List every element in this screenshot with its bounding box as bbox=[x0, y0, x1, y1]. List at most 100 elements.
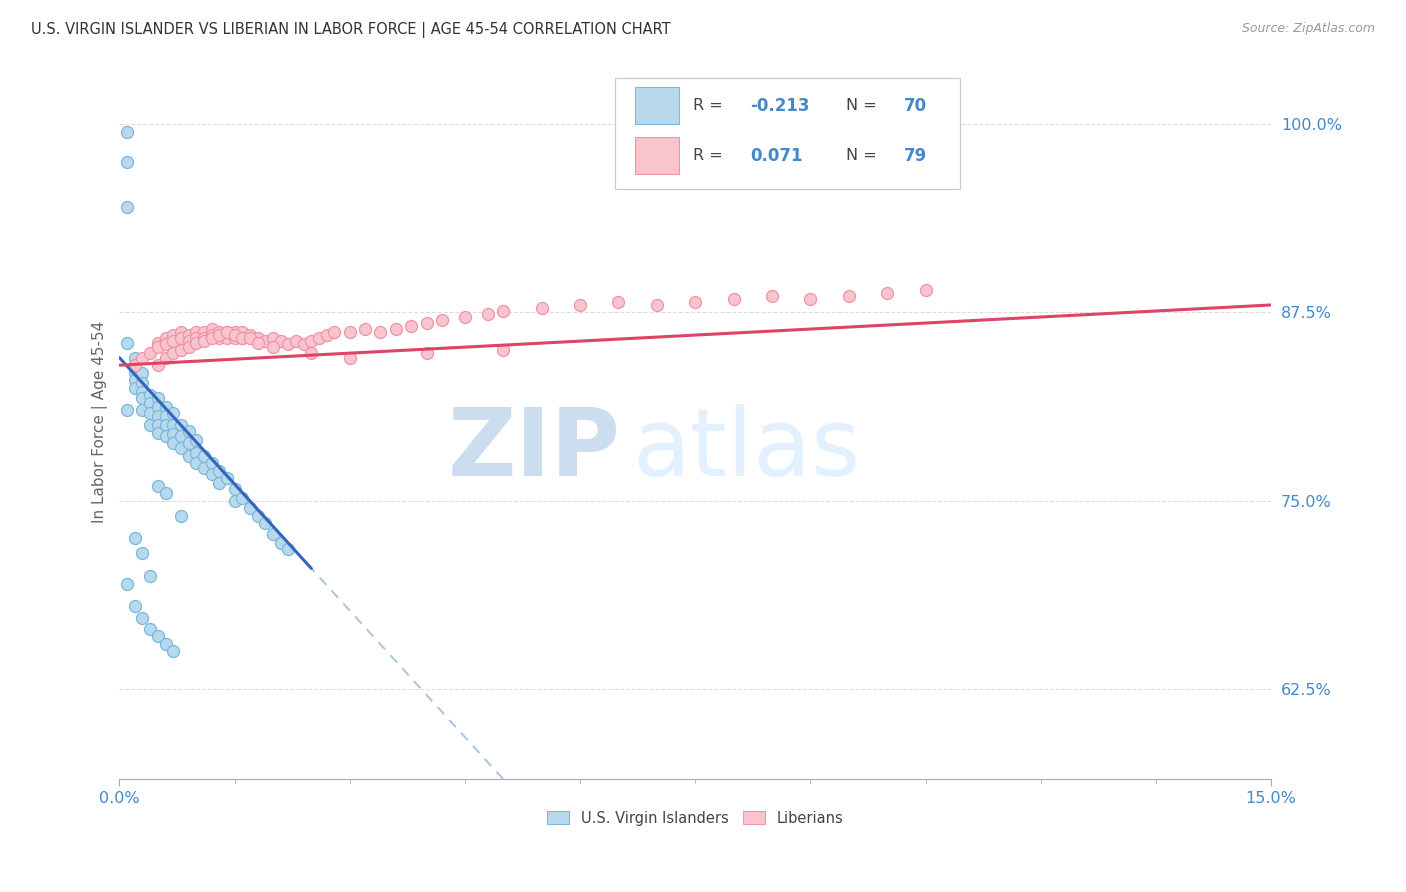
Point bbox=[131, 403, 153, 417]
Point bbox=[177, 334, 200, 348]
Point bbox=[200, 328, 222, 343]
Point bbox=[139, 569, 162, 583]
Point bbox=[239, 328, 262, 343]
Point bbox=[292, 337, 315, 351]
Point bbox=[170, 508, 193, 523]
Point bbox=[315, 328, 337, 343]
Point bbox=[186, 445, 208, 459]
Point bbox=[492, 343, 515, 358]
FancyBboxPatch shape bbox=[614, 78, 960, 189]
Point bbox=[385, 322, 408, 336]
Point bbox=[262, 331, 284, 345]
Point bbox=[262, 526, 284, 541]
Point bbox=[131, 392, 153, 406]
Point bbox=[454, 310, 477, 324]
Point bbox=[139, 346, 162, 360]
Point bbox=[339, 351, 361, 365]
Point bbox=[914, 283, 936, 297]
Point bbox=[683, 295, 706, 310]
Point bbox=[162, 644, 184, 658]
Point bbox=[131, 376, 153, 391]
Point bbox=[124, 599, 146, 613]
Point bbox=[277, 541, 299, 556]
Point bbox=[246, 335, 269, 350]
Point bbox=[231, 491, 253, 505]
Point bbox=[193, 449, 215, 463]
Point bbox=[208, 331, 231, 345]
Point bbox=[124, 366, 146, 380]
Point bbox=[492, 304, 515, 318]
Point bbox=[146, 418, 169, 433]
Point bbox=[231, 325, 253, 339]
Point bbox=[224, 482, 246, 496]
Point bbox=[155, 637, 177, 651]
Point bbox=[170, 441, 193, 455]
Point bbox=[115, 125, 138, 139]
Point bbox=[838, 289, 860, 303]
Point bbox=[399, 319, 422, 334]
Text: -0.213: -0.213 bbox=[751, 96, 810, 114]
Point bbox=[215, 331, 238, 345]
Point bbox=[146, 401, 169, 415]
Point bbox=[262, 340, 284, 354]
Point bbox=[162, 436, 184, 450]
Point bbox=[162, 406, 184, 420]
Point bbox=[139, 388, 162, 402]
Point bbox=[200, 322, 222, 336]
Point bbox=[224, 331, 246, 345]
Point bbox=[308, 331, 330, 345]
Point bbox=[246, 508, 269, 523]
Point bbox=[339, 325, 361, 339]
Point bbox=[208, 464, 231, 478]
Point bbox=[170, 325, 193, 339]
Point bbox=[131, 385, 153, 400]
Y-axis label: In Labor Force | Age 45-54: In Labor Force | Age 45-54 bbox=[93, 320, 108, 523]
Text: N =: N = bbox=[846, 148, 882, 163]
Point bbox=[761, 289, 783, 303]
Point bbox=[124, 358, 146, 372]
Point bbox=[124, 351, 146, 365]
Point bbox=[115, 200, 138, 214]
Point bbox=[876, 285, 898, 300]
Point bbox=[477, 307, 499, 321]
Point bbox=[162, 427, 184, 442]
Point bbox=[115, 576, 138, 591]
Point bbox=[177, 436, 200, 450]
Point bbox=[799, 292, 821, 306]
Point bbox=[723, 292, 745, 306]
Point bbox=[115, 335, 138, 350]
Point bbox=[162, 328, 184, 343]
Point bbox=[131, 611, 153, 625]
Point bbox=[146, 392, 169, 406]
Point bbox=[155, 337, 177, 351]
Point bbox=[170, 343, 193, 358]
Point bbox=[200, 467, 222, 481]
Point bbox=[177, 340, 200, 354]
Point bbox=[146, 629, 169, 643]
Point bbox=[224, 493, 246, 508]
Point bbox=[239, 331, 262, 345]
Point bbox=[162, 346, 184, 360]
Point bbox=[193, 331, 215, 345]
Text: U.S. VIRGIN ISLANDER VS LIBERIAN IN LABOR FORCE | AGE 45-54 CORRELATION CHART: U.S. VIRGIN ISLANDER VS LIBERIAN IN LABO… bbox=[31, 22, 671, 38]
Text: N =: N = bbox=[846, 98, 882, 113]
Point bbox=[146, 409, 169, 424]
Point bbox=[231, 331, 253, 345]
Point bbox=[215, 325, 238, 339]
Point bbox=[146, 478, 169, 492]
Point bbox=[170, 429, 193, 443]
Point bbox=[186, 331, 208, 345]
Point bbox=[224, 328, 246, 343]
Point bbox=[299, 346, 322, 360]
Point bbox=[186, 325, 208, 339]
Point bbox=[139, 406, 162, 420]
Point bbox=[124, 532, 146, 546]
Point bbox=[162, 418, 184, 433]
Point bbox=[323, 325, 346, 339]
Point bbox=[299, 334, 322, 348]
Point bbox=[177, 328, 200, 343]
Point bbox=[215, 325, 238, 339]
Point bbox=[208, 328, 231, 343]
Point bbox=[645, 298, 668, 312]
Text: Source: ZipAtlas.com: Source: ZipAtlas.com bbox=[1241, 22, 1375, 36]
